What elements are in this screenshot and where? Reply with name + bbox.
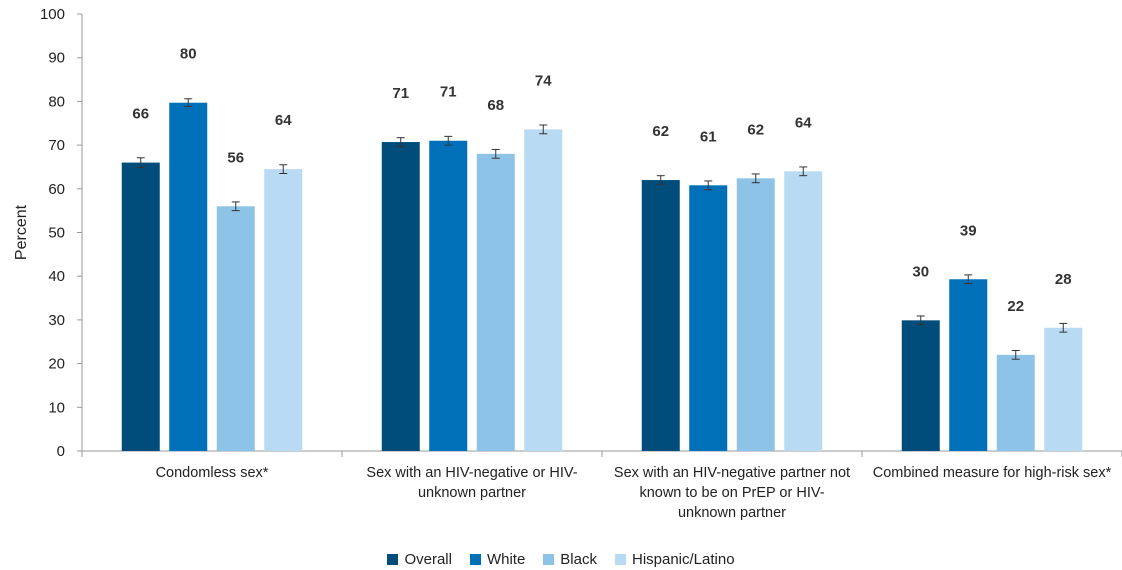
legend-swatch	[543, 553, 555, 565]
data-label: 62	[747, 121, 764, 138]
y-tick-label: 30	[48, 312, 65, 329]
y-tick-label: 20	[48, 356, 65, 373]
bar	[949, 279, 988, 451]
data-label: 71	[440, 84, 457, 101]
legend-label: White	[486, 550, 526, 568]
y-tick-label: 40	[48, 268, 65, 285]
legend: Overall White Black Hispanic/Latino	[0, 548, 1122, 570]
x-category-label: unknown partner	[418, 485, 526, 501]
y-axis-label: Percent	[13, 204, 30, 260]
x-category-label: Combined measure for high-risk sex*	[873, 465, 1112, 481]
data-label: 68	[487, 97, 504, 114]
data-label: 28	[1055, 271, 1072, 288]
legend-label: Hispanic/Latino	[631, 550, 735, 568]
bar	[736, 178, 775, 451]
y-tick-label: 90	[48, 50, 65, 67]
y-tick-label: 50	[48, 225, 65, 242]
bar	[689, 185, 728, 451]
x-category-label: Condomless sex*	[156, 465, 269, 481]
bar	[169, 102, 208, 451]
data-label: 56	[227, 149, 244, 166]
data-label: 61	[700, 128, 717, 145]
legend-item: Hispanic/Latino	[614, 550, 735, 568]
legend-item: Black	[543, 551, 597, 568]
data-label: 71	[392, 85, 409, 102]
legend-swatch	[387, 553, 399, 565]
bar	[476, 153, 515, 451]
bar	[996, 354, 1035, 451]
bar	[901, 320, 940, 451]
bar	[216, 206, 255, 451]
data-label: 80	[180, 46, 197, 63]
y-tick-label: 0	[57, 443, 65, 460]
data-label: 74	[535, 72, 552, 89]
bar	[381, 142, 420, 451]
legend-label: Overall	[404, 550, 452, 568]
data-label: 64	[275, 112, 292, 129]
bar	[264, 169, 303, 451]
bar-chart: Percent 0 10 20 30 40 50 60 70 80 90 100 66 80 56 64 Con…	[13, 6, 1122, 521]
bar	[784, 171, 823, 451]
bar	[641, 180, 680, 451]
legend-label: Black	[560, 550, 597, 568]
x-category-label: known to be on PrEP or HIV-	[639, 485, 824, 501]
x-category-label: Sex with an HIV-negative partner not	[614, 465, 850, 481]
data-label: 66	[132, 106, 149, 123]
y-tick-label: 80	[48, 93, 65, 110]
y-tick-label: 60	[48, 181, 65, 198]
legend-item: Overall	[387, 551, 452, 568]
bar	[429, 140, 468, 452]
bar	[1044, 327, 1083, 451]
bar	[524, 129, 563, 452]
legend-item: White	[469, 550, 526, 568]
data-label: 64	[795, 114, 812, 131]
y-tick-label: 10	[48, 399, 65, 416]
data-label: 30	[912, 263, 929, 280]
data-label: 39	[960, 222, 977, 239]
data-label: 62	[652, 123, 669, 140]
x-category-label: Sex with an HIV-negative or HIV-	[366, 465, 577, 481]
y-tick-label: 70	[48, 137, 65, 154]
data-label: 22	[1007, 298, 1024, 315]
bar	[121, 162, 160, 451]
legend-swatch	[469, 553, 481, 565]
y-tick-label: 100	[40, 6, 65, 23]
legend-swatch	[614, 553, 626, 565]
x-category-label: unknown partner	[678, 505, 786, 521]
